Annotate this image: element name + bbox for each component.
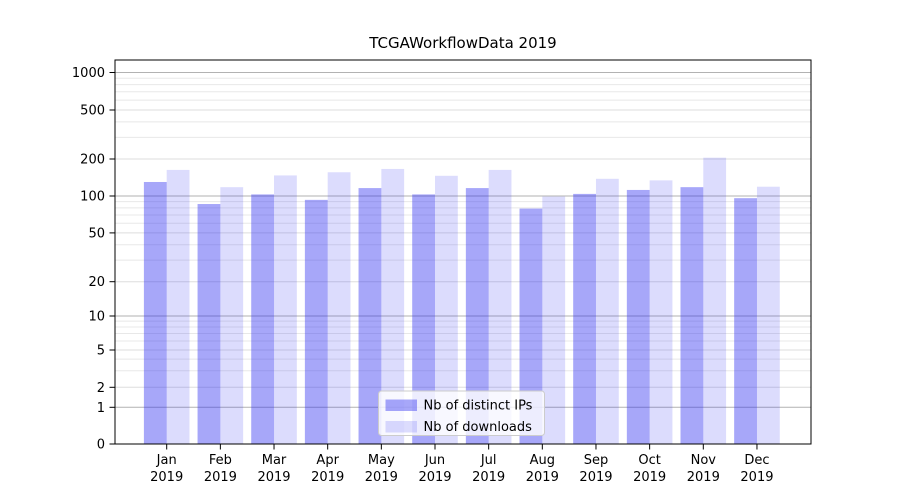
bar-nov-downloads <box>703 157 727 445</box>
x-tick-label-year: 2019 <box>311 470 344 485</box>
x-tick-label-month: Dec <box>744 453 769 468</box>
axes-layer <box>109 59 812 450</box>
bar-jul-downloads <box>488 169 512 444</box>
x-tick-label-month: Jul <box>480 453 497 468</box>
y-tick-label: 10 <box>88 310 105 325</box>
legend-box <box>378 390 545 436</box>
x-tick-label-month: Feb <box>209 453 232 468</box>
x-tick-label-month: Sep <box>584 453 609 468</box>
bar-jan-downloads <box>166 169 190 444</box>
bar-jan-distinct-ips <box>143 181 167 445</box>
x-tick-label-year: 2019 <box>418 470 451 485</box>
bar-oct-distinct-ips <box>626 189 650 444</box>
bar-oct-downloads <box>649 180 673 444</box>
bar-jun-downloads <box>435 175 458 444</box>
bar-feb-downloads <box>220 187 244 444</box>
x-tick-label-year: 2019 <box>526 470 559 485</box>
legend-swatch-distinct-ips <box>385 399 417 411</box>
x-tick-label-year: 2019 <box>740 470 773 485</box>
bar-apr-downloads <box>327 172 351 444</box>
bar-jul-distinct-ips <box>465 188 489 444</box>
bar-sep-downloads <box>595 178 619 444</box>
x-tick-label-month: Apr <box>316 453 339 468</box>
x-tick-label-month: Jan <box>156 453 177 468</box>
legend: Nb of distinct IPs Nb of downloads <box>378 390 545 436</box>
x-tick-label-month: Oct <box>638 453 660 468</box>
x-tick-label-year: 2019 <box>150 470 183 485</box>
y-tick-label: 0 <box>97 438 105 453</box>
x-tick-label-year: 2019 <box>257 470 290 485</box>
y-tick-label: 200 <box>80 153 105 168</box>
y-tick-label: 2 <box>97 381 105 396</box>
x-tick-label-year: 2019 <box>472 470 505 485</box>
bar-apr-distinct-ips <box>304 199 328 444</box>
bar-may-downloads <box>381 168 405 444</box>
bar-aug-distinct-ips <box>519 208 543 444</box>
bar-mar-downloads <box>274 175 297 444</box>
plot-border <box>114 59 812 445</box>
legend-label-downloads: Nb of downloads <box>424 420 533 435</box>
y-tick-label: 50 <box>88 226 105 241</box>
grid-layer <box>115 72 811 408</box>
y-tick-label: 100 <box>80 190 105 205</box>
x-tick-label-year: 2019 <box>365 470 398 485</box>
y-tick-label: 1 <box>97 401 105 416</box>
bar-dec-downloads <box>756 186 780 444</box>
bar-mar-distinct-ips <box>251 194 275 444</box>
bar-jun-distinct-ips <box>412 194 435 444</box>
y-tick-label: 1000 <box>72 66 105 81</box>
bars-layer <box>143 157 780 445</box>
labels-layer: 0 1 2 5 10 20 50 100 200 500 1000 Jan 2019 Feb 2019 Mar… <box>72 66 774 485</box>
x-tick-label-year: 2019 <box>633 470 666 485</box>
y-tick-label: 500 <box>80 104 105 119</box>
bar-aug-downloads <box>542 196 566 444</box>
bar-feb-distinct-ips <box>197 204 221 444</box>
x-tick-label-year: 2019 <box>204 470 237 485</box>
chart-title: TCGAWorkflowData 2019 <box>368 34 556 52</box>
x-tick-label-month: Aug <box>530 453 555 468</box>
bar-may-distinct-ips <box>358 188 382 444</box>
y-tick-label: 20 <box>88 275 105 290</box>
x-tick-label-year: 2019 <box>579 470 612 485</box>
x-tick-label-month: May <box>368 453 395 468</box>
bar-dec-distinct-ips <box>734 198 757 444</box>
x-tick-label-month: Jun <box>424 453 445 468</box>
x-tick-label-month: Nov <box>691 453 717 468</box>
y-tick-label: 5 <box>97 344 105 359</box>
legend-label-distinct-ips: Nb of distinct IPs <box>424 399 533 414</box>
bar-sep-distinct-ips <box>573 193 596 444</box>
x-tick-label-month: Mar <box>262 453 287 468</box>
legend-swatch-downloads <box>385 421 417 433</box>
bar-nov-distinct-ips <box>680 187 704 444</box>
x-tick-label-year: 2019 <box>687 470 720 485</box>
